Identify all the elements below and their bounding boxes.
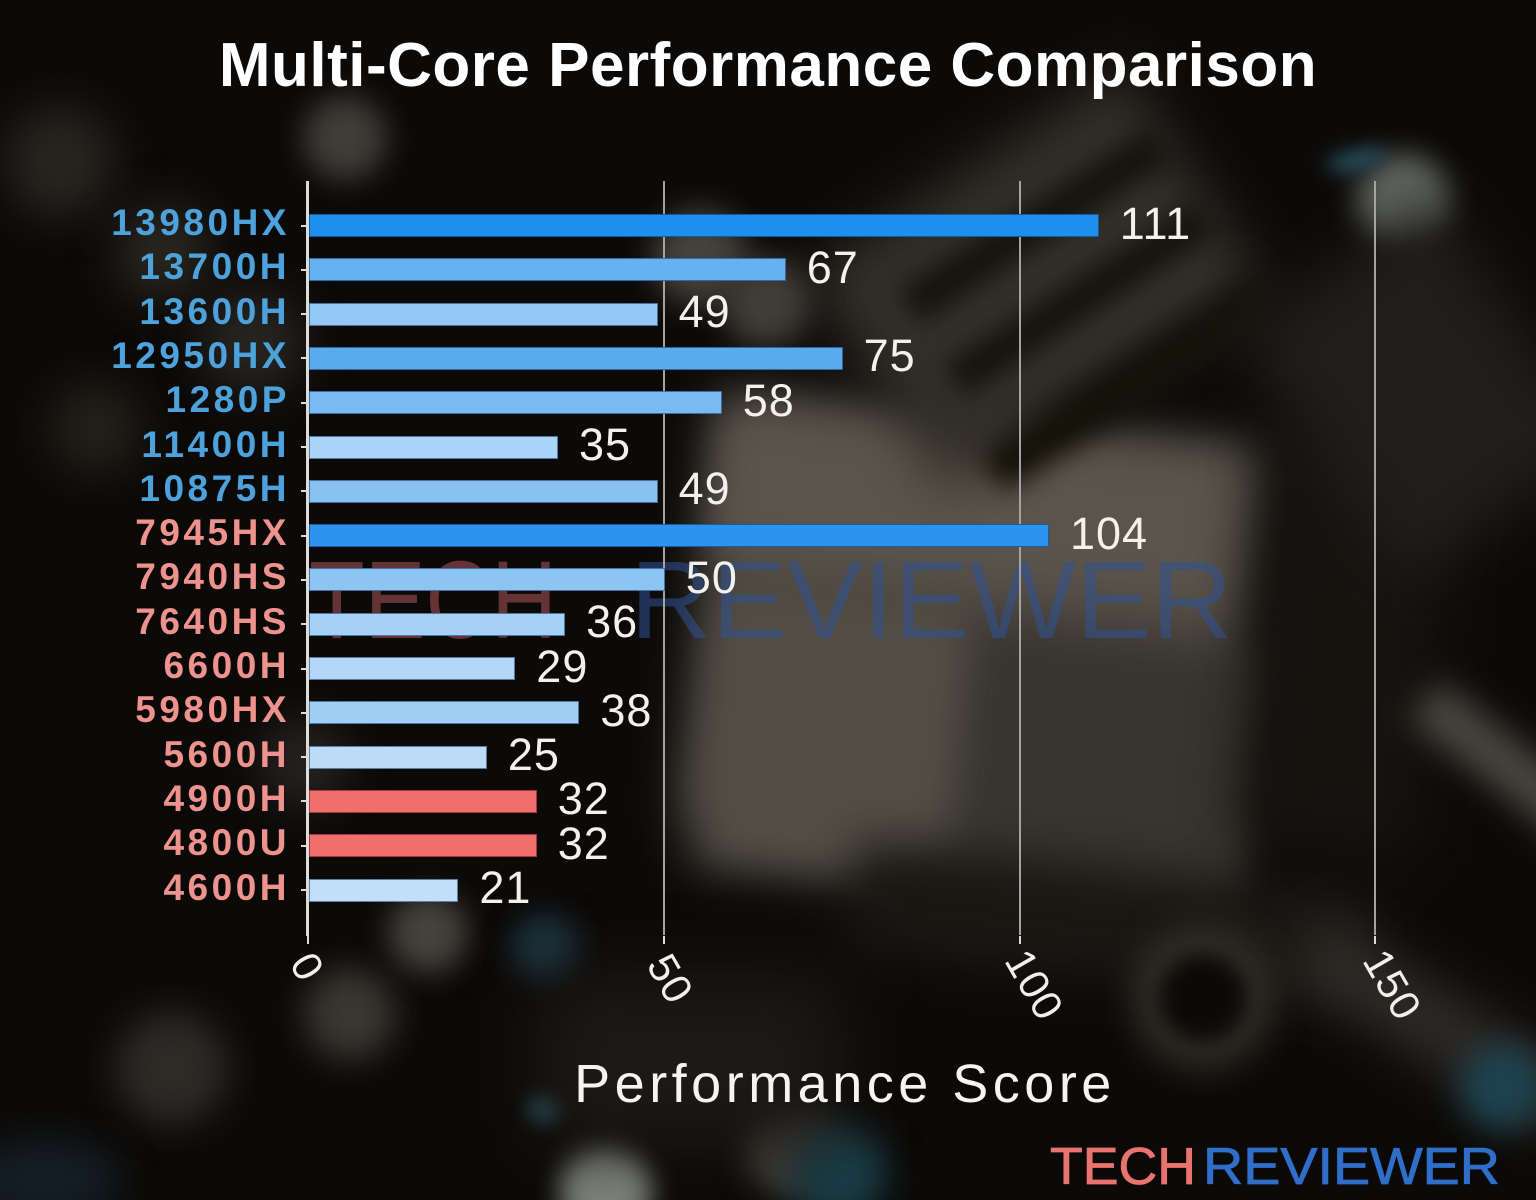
svg-text:REVIEWER: REVIEWER [1203, 1138, 1500, 1196]
svg-text:TECH: TECH [1050, 1138, 1196, 1196]
svg-text:REVIEWER: REVIEWER [630, 539, 1233, 662]
svg-text:TECH: TECH [309, 539, 557, 662]
